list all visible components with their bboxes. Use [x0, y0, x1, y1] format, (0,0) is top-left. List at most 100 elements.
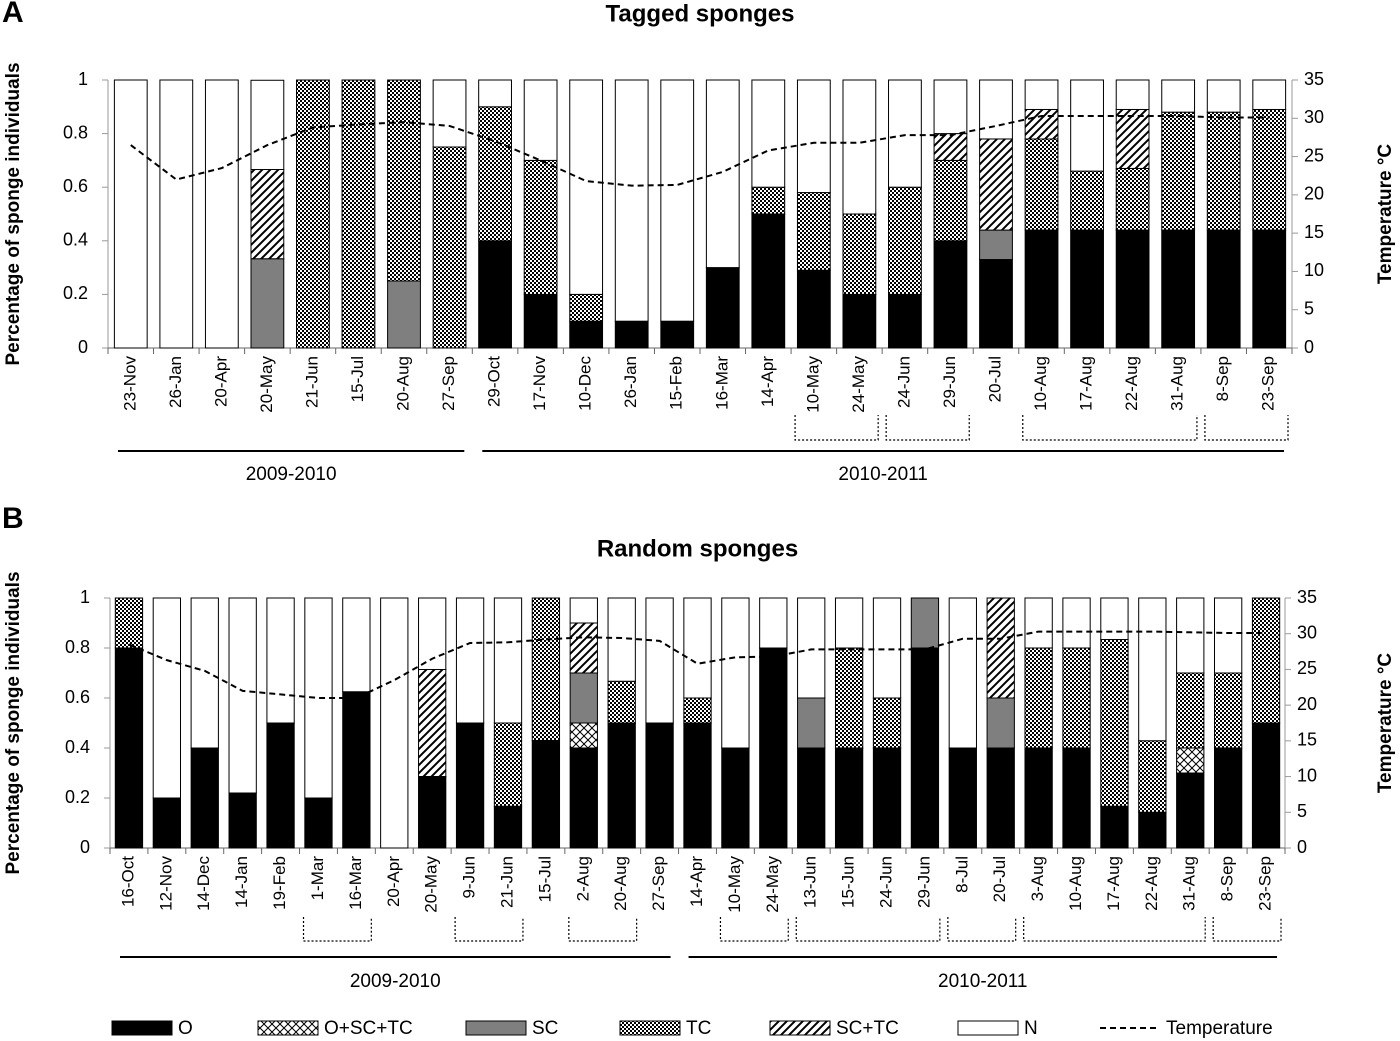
y-tick-label: 0.6 — [63, 176, 88, 196]
legend-swatch — [257, 1020, 319, 1036]
bar-segment — [1100, 639, 1129, 807]
bar-segment — [387, 280, 421, 349]
bar-segment — [796, 192, 831, 271]
bar-segment — [721, 597, 750, 749]
bar-segment — [523, 293, 558, 349]
x-tick-label: 16-Mar — [712, 356, 731, 410]
y-tick-label: 0.2 — [65, 787, 90, 807]
bar-segment — [948, 597, 977, 749]
bar-segment — [569, 293, 604, 322]
bar-segment — [1138, 811, 1167, 849]
x-tick-label: 2-Aug — [573, 856, 592, 901]
bar-segment — [523, 159, 558, 295]
x-tick-label: 15-Jun — [839, 856, 858, 908]
bar-segment — [1161, 79, 1196, 113]
bar-segment — [387, 79, 421, 282]
bar-segment — [834, 747, 864, 849]
bar-segment — [1176, 597, 1205, 674]
bar-segment — [569, 672, 598, 724]
y-tick-label: 1 — [78, 69, 88, 89]
bar-segment — [910, 597, 940, 649]
bar-segment — [478, 240, 512, 349]
bar-segment — [266, 597, 295, 724]
y2-tick-label: 0 — [1304, 337, 1314, 357]
bar-segment — [1214, 747, 1243, 849]
bar-segment — [1115, 167, 1150, 231]
bar-segment — [910, 647, 940, 849]
bar-segment — [933, 159, 968, 242]
x-tick-label: 21-Jun — [302, 356, 321, 408]
bar-segment — [1161, 111, 1196, 231]
y2-tick-label: 15 — [1297, 730, 1317, 750]
bar-segment — [1115, 108, 1150, 169]
bar-segment — [493, 597, 523, 724]
bar-segment — [152, 797, 181, 849]
bar-segment — [834, 597, 864, 649]
bar-segment — [250, 169, 285, 260]
bar-segment — [888, 186, 922, 295]
group-bracket — [302, 917, 372, 942]
group-bracket — [1022, 415, 1198, 441]
bar-segment — [986, 697, 1015, 749]
x-tick-label: 10-Dec — [576, 356, 595, 411]
bar-segment — [842, 293, 877, 349]
y2-tick-label: 25 — [1304, 145, 1324, 165]
x-tick-label: 16-Mar — [346, 856, 365, 910]
bar-segment — [872, 597, 902, 699]
legend-label: O — [178, 1018, 193, 1039]
x-tick-label: 22-Aug — [1142, 856, 1161, 911]
x-tick-label: 17-Nov — [530, 356, 549, 411]
bar-segment — [979, 259, 1013, 349]
bar-segment — [888, 79, 922, 188]
x-tick-label: 8-Jul — [952, 856, 971, 893]
bar-segment — [979, 79, 1013, 140]
y2-tick-label: 35 — [1297, 587, 1317, 607]
bar-segment — [493, 722, 523, 807]
bar-segment — [645, 597, 674, 724]
bar-segment — [797, 747, 826, 849]
y-tick-label: 0 — [78, 337, 88, 357]
period-label: 2010-2011 — [838, 464, 927, 485]
x-tick-label: 29-Oct — [485, 356, 504, 407]
y2-axis-label: Temperature °C — [1375, 144, 1396, 285]
bar-segment — [759, 647, 788, 849]
y-tick-label: 0.6 — [65, 687, 90, 707]
bar-segment — [1062, 597, 1091, 649]
x-tick-label: 27-Sep — [439, 356, 458, 411]
y2-tick-label: 20 — [1304, 184, 1324, 204]
panel: A Tagged sponges Percentage of sponge indi… — [2, 0, 1396, 485]
bar-segment — [1115, 79, 1150, 110]
bar-segment — [342, 691, 371, 849]
x-tick-label: 3-Aug — [1028, 856, 1047, 901]
bar-segment — [979, 138, 1013, 231]
bar-segment — [228, 792, 257, 849]
x-tick-label: 20-May — [257, 356, 276, 413]
x-tick-label: 20-Jul — [990, 856, 1009, 902]
bar-segment — [607, 722, 636, 849]
bar-segment — [1138, 740, 1167, 813]
x-tick-label: 29-Jun — [914, 856, 933, 908]
x-tick-label: 10-Aug — [1066, 856, 1085, 911]
legend-swatch — [111, 1020, 173, 1036]
x-tick-label: 8-Sep — [1213, 356, 1232, 401]
bar-segment — [250, 79, 285, 171]
bar-segment — [1252, 229, 1287, 349]
x-tick-label: 8-Sep — [1218, 856, 1237, 901]
bar-segment — [614, 79, 649, 322]
group-bracket — [1023, 917, 1206, 942]
bar-segment — [1070, 229, 1104, 349]
x-tick-label: 17-Aug — [1077, 356, 1096, 411]
bar-segment — [478, 79, 512, 108]
bar-segment — [933, 240, 968, 349]
bar-segment — [1206, 111, 1241, 231]
bar-segment — [569, 622, 598, 674]
bar-segment — [418, 669, 447, 777]
x-tick-label: 23-Sep — [1256, 856, 1275, 911]
y2-tick-label: 30 — [1304, 107, 1324, 127]
legend-label: SC+TC — [836, 1018, 899, 1039]
legend: O O+SC+TC SC TC SC+TC N Temperature — [111, 1018, 1273, 1039]
bar-segment — [948, 747, 977, 849]
bar-segment — [531, 597, 561, 741]
bar-segment — [705, 267, 740, 349]
y2-tick-label: 25 — [1297, 658, 1317, 678]
